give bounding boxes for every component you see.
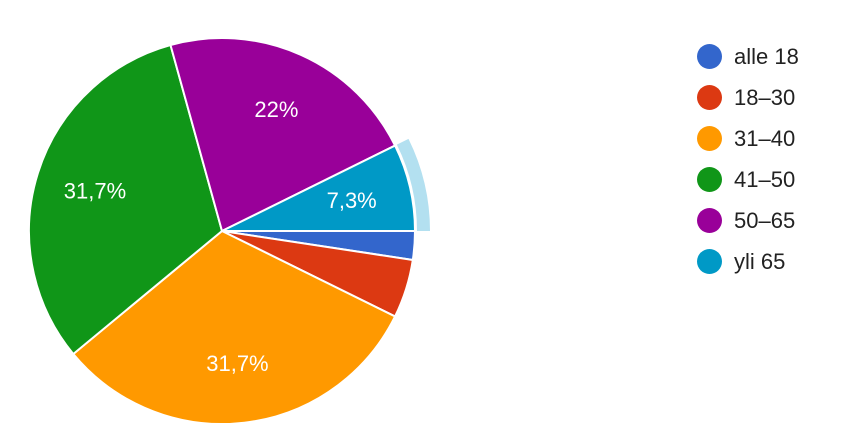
legend-label-41-50: 41–50 — [734, 166, 796, 192]
slice-label-yli-65: 7,3% — [327, 188, 377, 213]
legend-label-yli-65: yli 65 — [734, 248, 786, 274]
legend-item-50-65[interactable]: 50–65 — [697, 200, 799, 241]
legend-label-50-65: 50–65 — [734, 207, 796, 233]
legend-item-31-40[interactable]: 31–40 — [697, 118, 799, 159]
legend-label-31-40: 31–40 — [734, 125, 796, 151]
slice-highlight-yli-65 — [396, 138, 430, 231]
legend-item-18-30[interactable]: 18–30 — [697, 77, 799, 118]
legend-swatch-31-40 — [697, 126, 722, 151]
legend-item-alle-18[interactable]: alle 18 — [697, 36, 799, 77]
pie-slice-31-40[interactable] — [71, 229, 397, 425]
legend-swatch-50-65 — [697, 208, 722, 233]
pie-slice-yli-65[interactable] — [221, 144, 417, 232]
legend-item-41-50[interactable]: 41–50 — [697, 159, 799, 200]
slice-label-41-50: 31,7% — [64, 179, 126, 204]
slice-label-31-40: 31,7% — [206, 351, 268, 376]
slice-label-50-65: 22% — [254, 97, 298, 122]
legend-item-yli-65[interactable]: yli 65 — [697, 241, 799, 282]
pie-slice-41-50[interactable] — [28, 43, 224, 356]
legend-swatch-yli-65 — [697, 249, 722, 274]
legend-label-alle-18: alle 18 — [734, 43, 799, 69]
legend-swatch-alle-18 — [697, 44, 722, 69]
legend-swatch-41-50 — [697, 167, 722, 192]
legend-swatch-18-30 — [697, 85, 722, 110]
legend-label-18-30: 18–30 — [734, 84, 796, 110]
chart-legend: alle 18 18–30 31–40 41–50 50–65 yli 65 — [697, 36, 799, 282]
pie-slice-50-65[interactable] — [169, 37, 397, 233]
